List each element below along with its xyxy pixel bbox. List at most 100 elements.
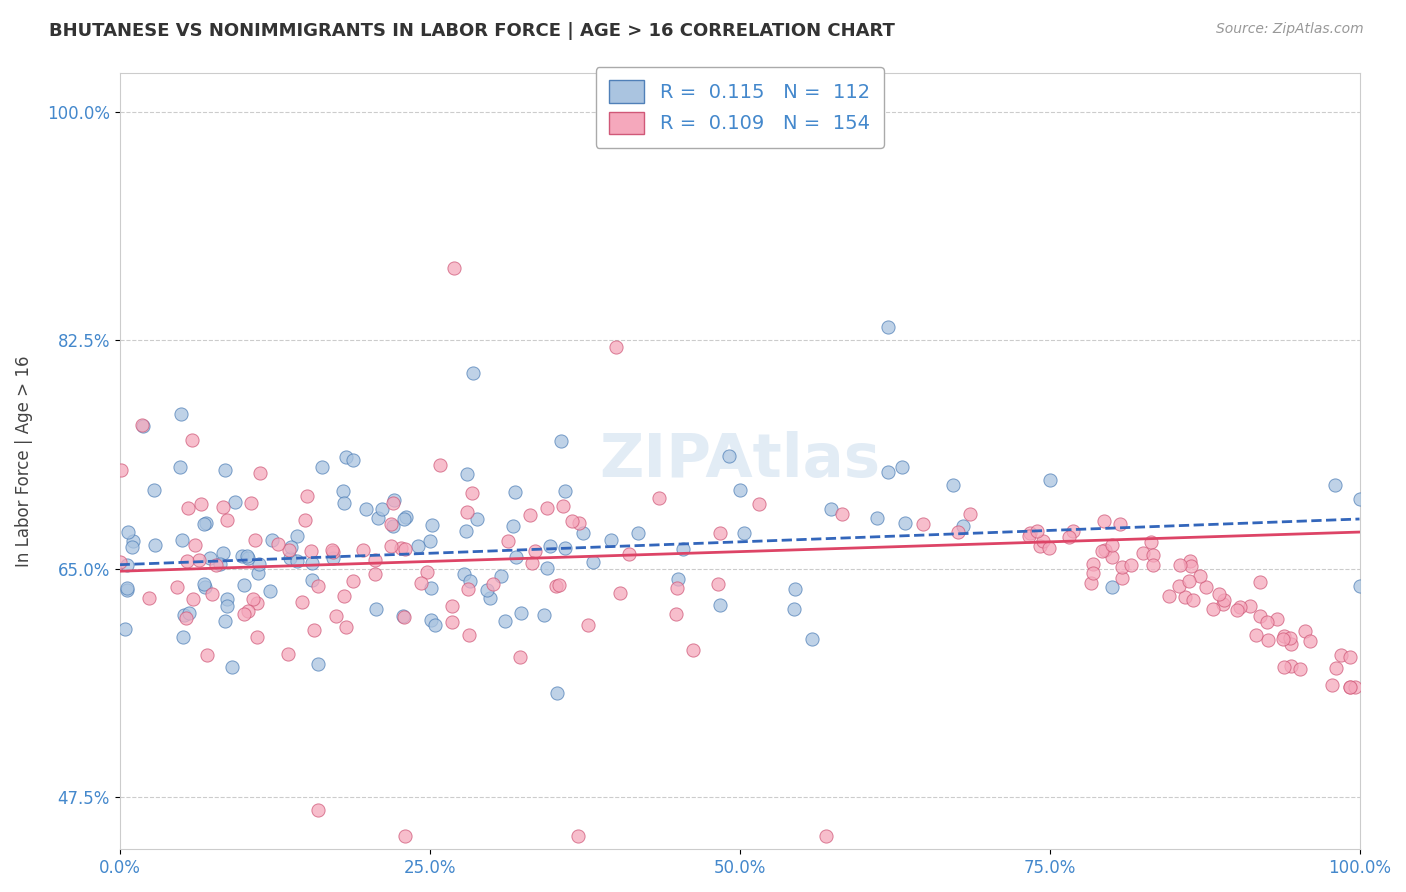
Point	[1226, 603, 1249, 617]
Point	[494, 614, 516, 628]
Point	[332, 590, 354, 604]
Point	[505, 549, 527, 564]
Point	[259, 583, 281, 598]
Point	[214, 614, 236, 628]
Point	[877, 320, 900, 334]
Text: ZIPAtlas: ZIPAtlas	[599, 432, 880, 491]
Point	[381, 518, 404, 533]
Point	[1142, 558, 1164, 572]
Point	[1339, 680, 1361, 694]
Point	[1298, 633, 1320, 648]
Y-axis label: In Labor Force | Age > 16: In Labor Force | Age > 16	[15, 355, 32, 566]
Point	[544, 579, 567, 593]
Point	[441, 615, 464, 629]
Point	[1038, 541, 1060, 555]
Point	[114, 623, 136, 637]
Point	[461, 366, 484, 380]
Point	[1109, 517, 1132, 532]
Point	[215, 591, 238, 606]
Point	[1348, 579, 1371, 593]
Point	[311, 460, 333, 475]
Point	[1278, 631, 1301, 645]
Point	[194, 516, 217, 530]
Point	[456, 505, 478, 519]
Point	[1174, 590, 1197, 604]
Point	[498, 534, 520, 549]
Point	[1272, 660, 1295, 674]
Point	[333, 496, 356, 510]
Point	[1323, 478, 1346, 492]
Point	[194, 580, 217, 594]
Point	[352, 543, 374, 558]
Point	[1140, 535, 1163, 549]
Point	[800, 632, 823, 646]
Point	[1265, 612, 1288, 626]
Point	[322, 545, 344, 559]
Point	[1121, 558, 1143, 573]
Point	[173, 607, 195, 622]
Point	[576, 618, 599, 632]
Point	[441, 599, 464, 614]
Point	[278, 543, 301, 558]
Point	[212, 500, 235, 515]
Point	[354, 501, 377, 516]
Point	[1212, 593, 1234, 607]
Point	[718, 449, 741, 463]
Point	[666, 572, 689, 586]
Point	[1189, 568, 1212, 582]
Point	[709, 526, 731, 541]
Point	[380, 539, 402, 553]
Point	[831, 508, 853, 522]
Point	[1157, 589, 1180, 603]
Point	[682, 642, 704, 657]
Point	[1081, 566, 1104, 580]
Point	[217, 513, 239, 527]
Point	[1279, 659, 1302, 673]
Point	[177, 501, 200, 516]
Point	[536, 561, 558, 575]
Point	[1032, 534, 1054, 549]
Point	[568, 516, 591, 530]
Point	[321, 542, 343, 557]
Point	[1111, 571, 1133, 585]
Point	[115, 583, 138, 598]
Point	[181, 591, 204, 606]
Point	[307, 578, 329, 592]
Point	[505, 484, 527, 499]
Point	[664, 607, 686, 621]
Point	[262, 533, 284, 548]
Point	[419, 534, 441, 549]
Point	[278, 550, 301, 565]
Point	[212, 546, 235, 560]
Point	[247, 558, 270, 572]
Point	[242, 591, 264, 606]
Point	[121, 540, 143, 554]
Point	[335, 620, 357, 634]
Point	[1142, 548, 1164, 562]
Point	[290, 594, 312, 608]
Point	[1094, 542, 1116, 557]
Point	[728, 483, 751, 498]
Point	[1249, 574, 1271, 589]
Point	[1256, 615, 1278, 630]
Point	[285, 554, 308, 568]
Point	[1244, 628, 1267, 642]
Point	[416, 565, 439, 579]
Point	[1294, 624, 1316, 638]
Point	[1320, 678, 1343, 692]
Point	[332, 483, 354, 498]
Point	[475, 582, 498, 597]
Point	[605, 340, 627, 354]
Point	[948, 524, 970, 539]
Point	[1212, 597, 1234, 611]
Point	[176, 611, 198, 625]
Point	[815, 829, 838, 843]
Point	[523, 544, 546, 558]
Point	[478, 591, 501, 606]
Point	[115, 558, 138, 573]
Point	[1289, 662, 1312, 676]
Point	[294, 513, 316, 527]
Point	[236, 550, 259, 565]
Point	[453, 566, 475, 581]
Point	[952, 518, 974, 533]
